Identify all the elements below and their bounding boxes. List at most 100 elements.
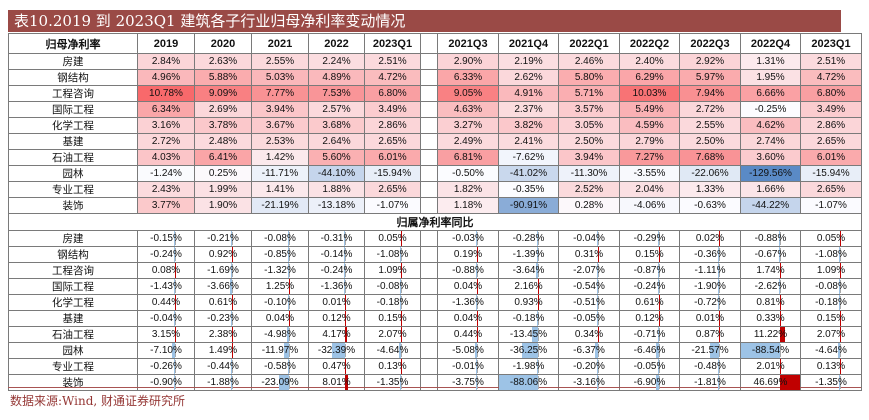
margin-value-cell: -11.30% [558, 165, 620, 182]
column-header: 2022Q1 [558, 33, 620, 54]
yoy-value-cell: -0.14% [308, 246, 365, 263]
margin-value-cell: 4.72% [364, 69, 421, 86]
yoy-value-text: 0.44% [453, 329, 483, 340]
yoy-value-cell: -1.43% [137, 278, 195, 295]
negative-data-bar [839, 375, 841, 390]
bar-axis-line [719, 360, 721, 373]
margin-value-cell: 2.24% [308, 53, 365, 70]
yoy-value-cell: 0.04% [437, 310, 499, 327]
positive-data-bar [658, 311, 660, 326]
yoy-value-text: 0.12% [322, 313, 351, 324]
margin-value-cell: 7.68% [679, 149, 741, 166]
yoy-value-cell: -0.08% [251, 230, 309, 247]
positive-data-bar [779, 327, 785, 342]
negative-data-bar [173, 247, 175, 262]
table-row: 房建 2.84% 2.63% 2.55% 2.24% 2.51% 2.90% 2.19% 2.4… [8, 53, 862, 70]
yoy-value-text: 0.81% [756, 297, 785, 308]
row-label: 房建 [8, 53, 138, 70]
margin-value-cell: -1.07% [364, 197, 421, 214]
margin-value-cell: 1.33% [679, 181, 741, 198]
yoy-value-cell: -0.44% [194, 358, 252, 375]
margin-value-cell: 3.49% [800, 101, 862, 118]
margin-value-cell: 2.55% [251, 53, 309, 70]
bar-axis-line [477, 264, 479, 277]
yoy-value-text: -0.44% [207, 361, 239, 372]
yoy-value-text: 0.61% [208, 297, 238, 308]
gap-cell [420, 165, 438, 182]
yoy-value-text: -0.87% [633, 265, 666, 276]
margin-value-cell: 9.05% [437, 85, 499, 102]
yoy-value-cell: -1.81% [679, 374, 741, 391]
yoy-value-cell: -1.32% [251, 262, 309, 279]
column-header: 2023Q1 [364, 33, 421, 54]
bar-axis-line [537, 360, 539, 373]
yoy-value-text: 0.19% [453, 249, 483, 260]
margin-value-cell: 2.65% [800, 181, 862, 198]
yoy-value-text: 0.12% [635, 313, 664, 324]
table-row: 钢结构 4.96% 5.88% 5.03% 4.89% 4.72% 6.33% 2.62% 5.… [8, 69, 862, 86]
yoy-value-cell: -1.88% [194, 374, 252, 391]
yoy-value-text: -0.10% [264, 297, 296, 308]
yoy-value-cell: -1.39% [498, 246, 559, 263]
negative-data-bar [283, 343, 289, 358]
yoy-value-text: 0.13% [816, 361, 846, 372]
yoy-value-cell: 1.09% [364, 262, 421, 279]
margin-value-cell: 2.92% [679, 53, 741, 70]
bar-axis-line [401, 376, 402, 389]
yoy-value-text: 3.15% [151, 329, 181, 340]
yoy-value-cell: 0.61% [619, 294, 680, 311]
negative-data-bar [400, 375, 402, 390]
yoy-value-text: -0.58% [264, 361, 296, 372]
margin-value-cell: 2.49% [437, 133, 499, 150]
bar-axis-line [719, 264, 721, 277]
bar-axis-line [598, 296, 600, 309]
yoy-value-text: 0.01% [695, 313, 725, 324]
margin-value-cell: -90.91% [498, 197, 559, 214]
negative-data-bar [287, 295, 289, 310]
yoy-value-text: 0.47% [322, 361, 351, 372]
positive-data-bar [840, 327, 842, 342]
gap-cell [420, 133, 438, 150]
yoy-value-cell: -1.35% [800, 374, 862, 391]
margin-value-cell: 2.48% [194, 133, 252, 150]
margin-value-cell: 1.41% [251, 181, 309, 198]
margin-value-cell: 5.60% [308, 149, 365, 166]
yoy-value-text: 2.07% [378, 329, 407, 340]
bar-axis-line [174, 360, 176, 373]
yoy-value-text: -3.16% [573, 377, 605, 388]
table-row: 国际工程 -1.43% -3.66% 1.25% -1.36% -0.08% 0.04% 2.… [8, 278, 862, 295]
column-header: 2020 [194, 33, 252, 54]
yoy-value-text: -0.48% [694, 361, 726, 372]
yoy-value-cell: 0.15% [619, 246, 680, 263]
negative-data-bar [399, 343, 402, 358]
row-label: 装饰 [8, 197, 138, 214]
yoy-value-text: -0.51% [573, 297, 605, 308]
yoy-value-cell: -0.67% [740, 246, 801, 263]
yoy-value-cell: 0.33% [740, 310, 801, 327]
margin-value-cell: 2.04% [619, 181, 680, 198]
margin-value-cell: 3.16% [137, 117, 195, 134]
yoy-value-cell: 0.44% [437, 326, 499, 343]
yoy-value-cell: -0.71% [619, 326, 680, 343]
yoy-value-text: -1.69% [207, 265, 239, 276]
yoy-value-cell: -0.90% [137, 374, 195, 391]
yoy-value-text: 1.25% [265, 281, 295, 292]
yoy-value-cell: 1.49% [194, 342, 252, 359]
negative-data-bar [718, 279, 720, 294]
row-label: 工程咨询 [8, 262, 138, 279]
bar-axis-line [231, 360, 233, 373]
yoy-value-cell: -0.15% [137, 230, 195, 247]
yoy-value-cell: 0.44% [137, 294, 195, 311]
yoy-value-cell: 2.07% [800, 326, 862, 343]
bar-axis-line [779, 344, 781, 357]
margin-value-cell: 5.80% [558, 69, 620, 86]
margin-value-cell: 4.59% [619, 117, 680, 134]
bar-axis-line [658, 376, 660, 389]
yoy-value-text: 0.31% [574, 249, 604, 260]
bar-axis-line [598, 264, 600, 277]
table-row: 国际工程 6.34% 2.69% 3.94% 2.57% 3.49% 4.63% 2.37% 3… [8, 101, 862, 118]
margin-value-cell: 6.29% [619, 69, 680, 86]
yoy-value-text: -0.90% [150, 377, 182, 388]
margin-value-cell: 5.71% [558, 85, 620, 102]
yoy-value-cell: -6.37% [558, 342, 620, 359]
